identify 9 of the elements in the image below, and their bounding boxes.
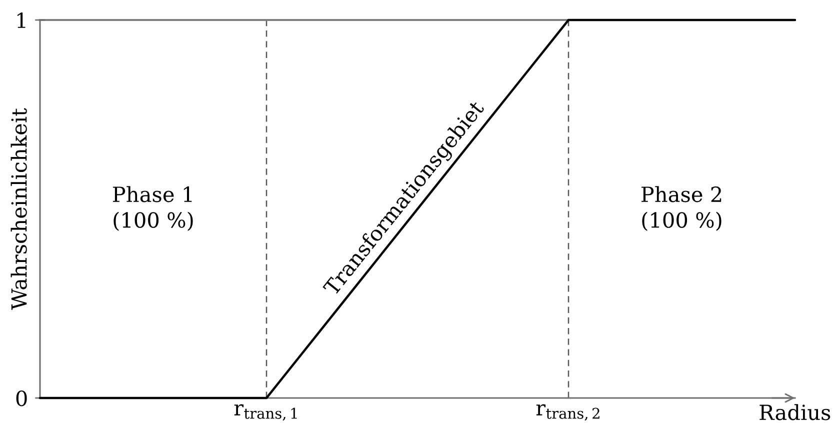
x-tick-label: r$_{trans,1}$ <box>234 404 297 421</box>
y-tick-label: 0 <box>16 390 27 406</box>
x-axis-title: Radius <box>760 404 830 420</box>
line-series <box>38 18 796 400</box>
annotation: Phase 1 (100 %) <box>113 186 193 231</box>
annotation: Phase 2 (100 %) <box>642 186 722 231</box>
y-tick-label: 1 <box>17 12 26 28</box>
y-axis-title: Wahrscheinlichkeit <box>10 108 27 310</box>
x-tick-label: r$_{trans,2}$ <box>536 404 600 421</box>
